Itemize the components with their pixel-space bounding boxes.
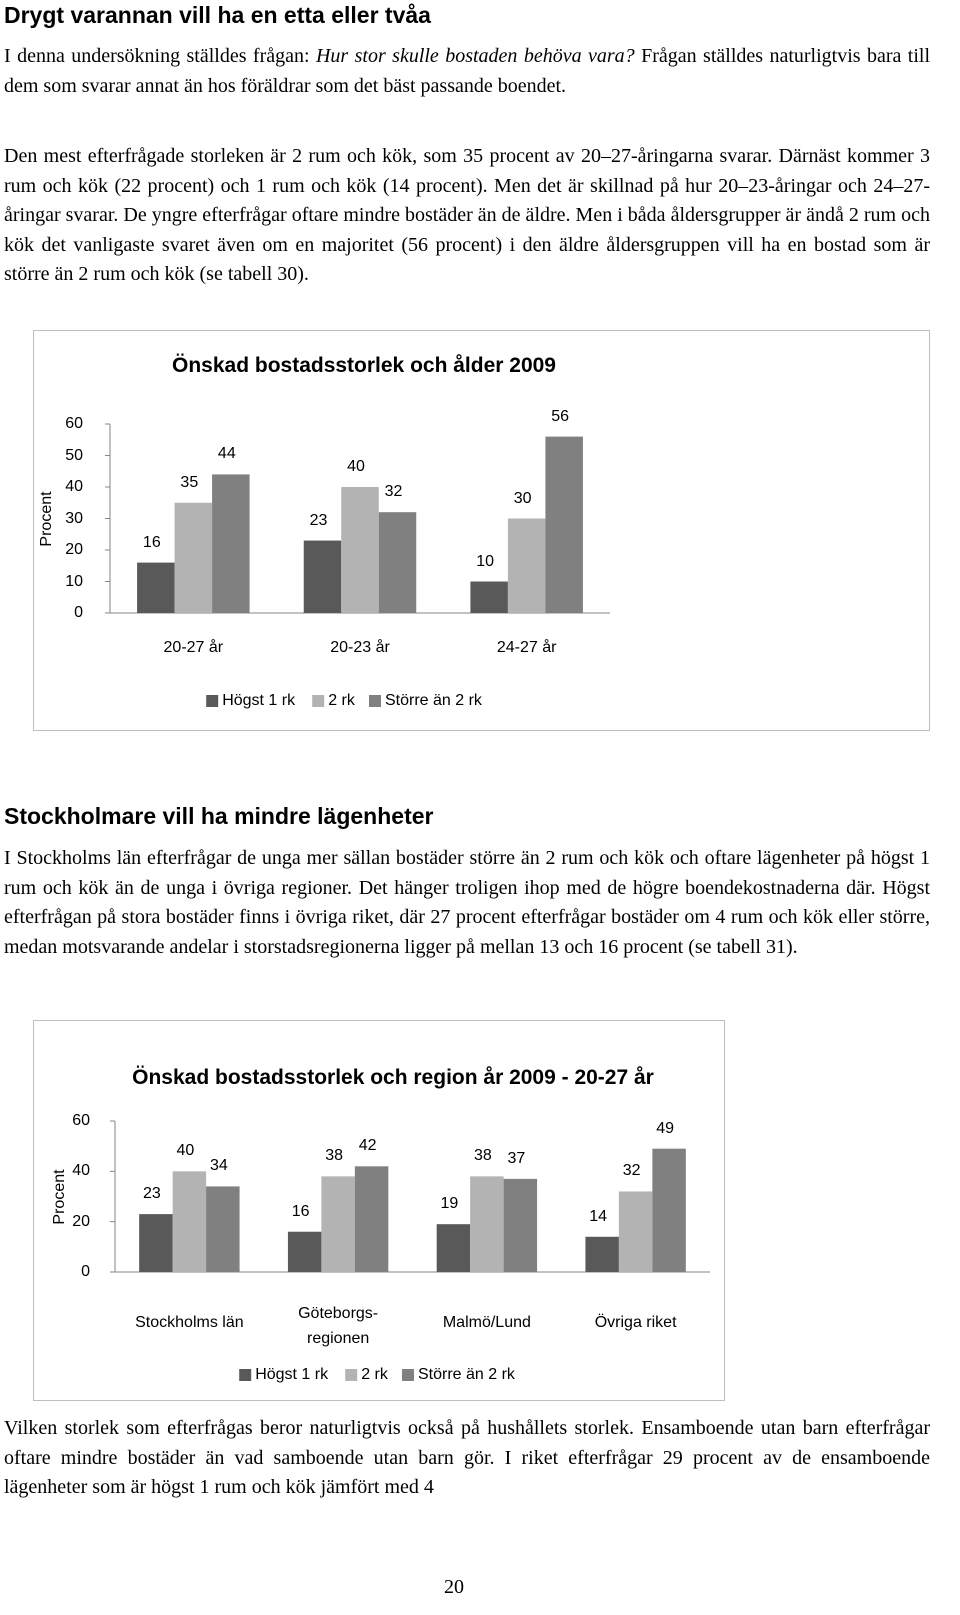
data-label: 37 <box>507 1149 526 1167</box>
bar <box>354 1166 389 1272</box>
data-label: 19 <box>440 1195 459 1213</box>
bar <box>212 474 250 613</box>
data-label: 30 <box>513 489 532 507</box>
legend-swatch <box>345 1369 358 1381</box>
x-tick-label: Göteborgs-regionen <box>298 1305 379 1347</box>
bar <box>139 1214 173 1272</box>
legend-label: Större än 2 rk <box>418 1366 515 1383</box>
bar <box>470 1176 504 1272</box>
legend-swatch <box>239 1369 252 1381</box>
bar <box>545 436 583 613</box>
data-label: 10 <box>476 552 495 570</box>
legend-label: Större än 2 rk <box>385 692 482 709</box>
bar <box>618 1191 653 1272</box>
y-tick-label: 20 <box>72 1212 90 1230</box>
y-tick-label: 40 <box>65 478 83 495</box>
bar <box>287 1231 322 1272</box>
chart-title: Önskad bostadsstorlek och region år 2009… <box>132 1065 654 1089</box>
bar <box>174 502 213 613</box>
x-tick-label: Stockholms län <box>135 1314 244 1332</box>
x-tick-label: 20-23 år <box>330 639 390 656</box>
y-tick-label: 50 <box>65 446 83 464</box>
question: Hur stor skulle bostaden behöva vara? <box>315 45 635 67</box>
chart-frame <box>33 1020 725 1401</box>
paragraph: Vilken storlek som efterfrågas beror nat… <box>4 1417 930 1498</box>
x-tick-label: Övriga riket <box>594 1314 677 1332</box>
data-label: 16 <box>291 1202 310 1220</box>
legend-swatch <box>312 695 325 707</box>
bar <box>585 1236 619 1272</box>
legend-label: Högst 1 rk <box>222 692 296 709</box>
y-tick-label: 60 <box>65 415 83 432</box>
y-tick-label: 60 <box>72 1112 90 1129</box>
page-number: 20 <box>444 1576 464 1598</box>
y-axis-title: Procent <box>51 1168 68 1225</box>
legend-swatch <box>402 1369 414 1381</box>
chart-title: Önskad bostadsstorlek och ålder 2009 <box>172 354 556 377</box>
y-tick-label: 0 <box>74 604 83 621</box>
legend-swatch <box>369 695 381 707</box>
bar <box>172 1171 207 1272</box>
data-label: 34 <box>209 1157 228 1175</box>
paragraph: I Stockholms län efterfrågar de unga mer… <box>4 847 930 958</box>
bar <box>303 540 342 613</box>
bar <box>470 581 508 613</box>
data-label: 38 <box>325 1147 344 1165</box>
x-tick-label: Malmö/Lund <box>442 1314 531 1332</box>
data-label: 56 <box>551 407 570 425</box>
y-tick-label: 20 <box>65 541 83 558</box>
text: Frågan ställdes naturligtvis bara till d… <box>4 45 931 97</box>
y-tick-label: 10 <box>65 572 83 590</box>
data-label: 40 <box>347 458 365 475</box>
bar <box>652 1148 686 1272</box>
y-tick-label: 40 <box>72 1162 90 1180</box>
bar <box>436 1224 471 1272</box>
y-axis-title: Procent <box>38 490 55 547</box>
bar <box>137 562 175 613</box>
bar <box>507 518 546 613</box>
data-label: 35 <box>180 473 199 491</box>
paragraph: I denna undersökning ställdes frågan: Hu… <box>4 42 930 101</box>
data-label: 32 <box>384 483 403 501</box>
text: I denna undersökning ställdes frågan: <box>4 45 310 67</box>
x-tick-label: 24-27 år <box>496 639 557 656</box>
heading: Stockholmare vill ha mindre lägenheter <box>4 803 434 829</box>
y-tick-label: 0 <box>81 1263 90 1280</box>
legend-swatch <box>206 695 219 707</box>
data-label: 16 <box>142 533 161 551</box>
bar <box>503 1178 538 1272</box>
data-label: 23 <box>143 1185 161 1203</box>
chart-frame <box>33 330 930 731</box>
bar <box>321 1176 355 1272</box>
data-label: 32 <box>622 1162 641 1180</box>
bar <box>378 512 417 613</box>
data-label: 40 <box>176 1142 195 1160</box>
data-label: 44 <box>217 445 236 463</box>
data-label: 49 <box>656 1119 674 1137</box>
legend-label: 2 rk <box>328 692 355 709</box>
heading: Drygt varannan vill ha en etta eller två… <box>4 2 431 28</box>
x-tick-label: 20-27 år <box>163 639 224 656</box>
bar <box>206 1186 240 1272</box>
y-tick-label: 30 <box>65 509 83 527</box>
paragraph: Den mest efterfrågade storleken är 2 rum… <box>4 145 930 285</box>
data-label: 23 <box>309 511 328 529</box>
data-label: 14 <box>589 1207 608 1225</box>
bar <box>341 487 379 613</box>
legend-label: Högst 1 rk <box>255 1366 329 1383</box>
data-label: 42 <box>358 1137 377 1155</box>
data-label: 38 <box>473 1147 492 1165</box>
legend-label: 2 rk <box>361 1366 388 1383</box>
